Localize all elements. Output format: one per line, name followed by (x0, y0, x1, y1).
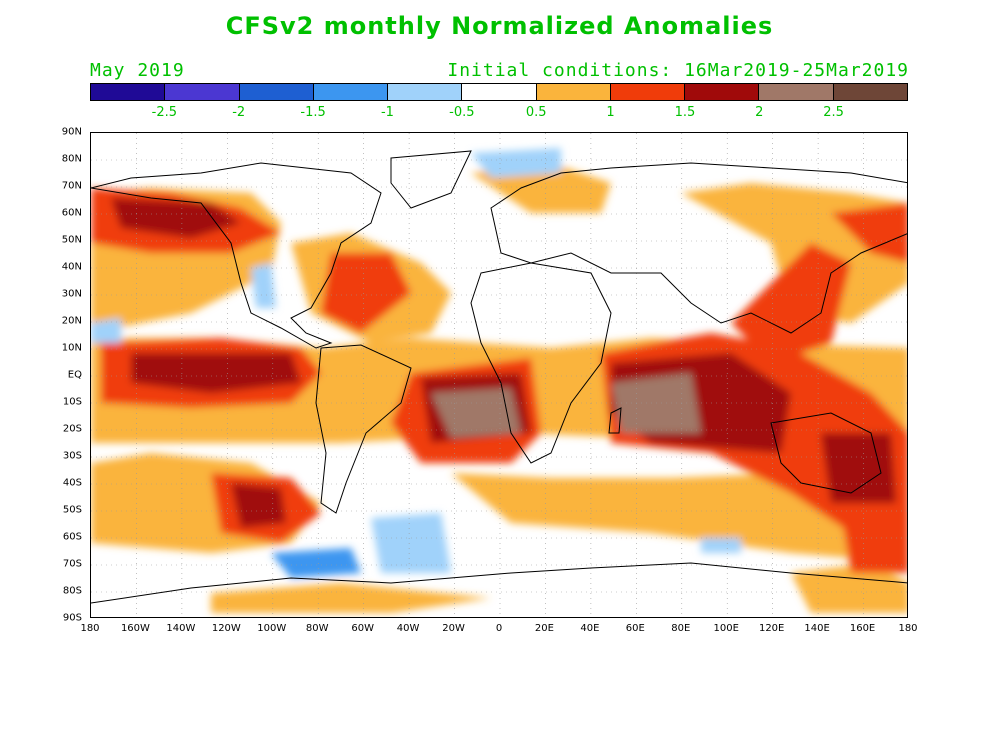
lon-tick-label: 40W (396, 623, 420, 634)
lat-tick-label: 60N (61, 207, 82, 219)
lat-tick-label: 90S (62, 612, 82, 624)
lat-tick-label: 30N (61, 288, 82, 300)
lat-tick-label: 70N (61, 180, 82, 192)
lat-tick-label: 80S (62, 585, 82, 597)
lon-tick-label: 100W (257, 623, 287, 634)
colorbar-tick-label: -2 (232, 105, 246, 120)
colorbar-swatch (239, 84, 314, 100)
lat-tick-label: 50S (62, 504, 82, 516)
colorbar-swatch (536, 84, 611, 100)
lon-tick-label: 140W (166, 623, 196, 634)
colorbar-swatch (165, 84, 240, 100)
lat-tick-label: 80N (61, 153, 82, 165)
lat-tick-label: 60S (62, 531, 82, 543)
colorbar-swatch (462, 84, 537, 100)
lon-tick-label: 0 (495, 623, 503, 634)
lon-tick-label: 180 (80, 623, 100, 634)
colorbar-swatch (388, 84, 463, 100)
lat-tick-label: 70S (62, 558, 82, 570)
anomaly-map (90, 132, 908, 618)
lon-tick-label: 120E (758, 623, 785, 634)
lon-tick-label: 80E (671, 623, 691, 634)
anomaly-field (91, 148, 907, 613)
colorbar-tick-label: 0.5 (525, 105, 547, 120)
forecast-month: May 2019 (90, 60, 185, 81)
lon-tick-label: 160W (120, 623, 150, 634)
lat-tick-label: 20S (62, 423, 82, 435)
colorbar-tick-label: -0.5 (449, 105, 475, 120)
colorbar-tick-label: 1.5 (674, 105, 696, 120)
colorbar-swatch (313, 84, 389, 100)
lon-tick-label: 160E (849, 623, 876, 634)
lat-tick-label: 30S (62, 450, 82, 462)
colorbar-tick-label: -2.5 (151, 105, 178, 120)
lon-tick-label: 120W (211, 623, 241, 634)
map-canvas (91, 133, 907, 617)
lat-tick-label: EQ (67, 369, 82, 381)
colorbar-swatch (610, 84, 686, 100)
lat-tick-label: 20N (61, 315, 82, 327)
colorbar-swatch (91, 84, 166, 100)
colorbar-swatch (759, 84, 834, 100)
lon-tick-label: 60W (351, 623, 374, 634)
initial-conditions: Initial conditions: 16Mar2019-25Mar2019 (447, 60, 909, 81)
colorbar-swatch (833, 84, 907, 100)
lat-tick-label: 40N (61, 261, 82, 273)
lon-tick-label: 180 (898, 623, 918, 634)
colorbar-tick-label: 1 (606, 105, 615, 120)
colorbar-tick-label: 2 (755, 105, 764, 120)
lon-tick-label: 20E (534, 623, 554, 634)
lat-tick-label: 90N (61, 126, 82, 138)
lat-tick-label: 10S (62, 396, 82, 408)
lon-tick-label: 80W (305, 623, 329, 634)
color-scale-bar (90, 83, 908, 101)
colorbar-tick-label: -1 (380, 105, 394, 120)
chart-title: CFSv2 monthly Normalized Anomalies (225, 12, 774, 40)
lon-tick-label: 100E (713, 623, 739, 634)
coastlines (91, 150, 907, 604)
lat-tick-label: 50N (61, 234, 82, 246)
lon-tick-label: 40E (580, 623, 600, 634)
colorbar-tick-label: 2.5 (823, 105, 844, 120)
lon-tick-label: 20W (442, 623, 465, 634)
lat-tick-label: 10N (61, 342, 82, 354)
lat-lon-grid (91, 133, 907, 617)
lat-tick-label: 40S (62, 477, 82, 489)
colorbar-swatch (685, 84, 760, 100)
lon-tick-label: 140E (804, 623, 830, 634)
lon-tick-label: 60E (625, 623, 645, 634)
colorbar-tick-label: -1.5 (300, 105, 326, 120)
